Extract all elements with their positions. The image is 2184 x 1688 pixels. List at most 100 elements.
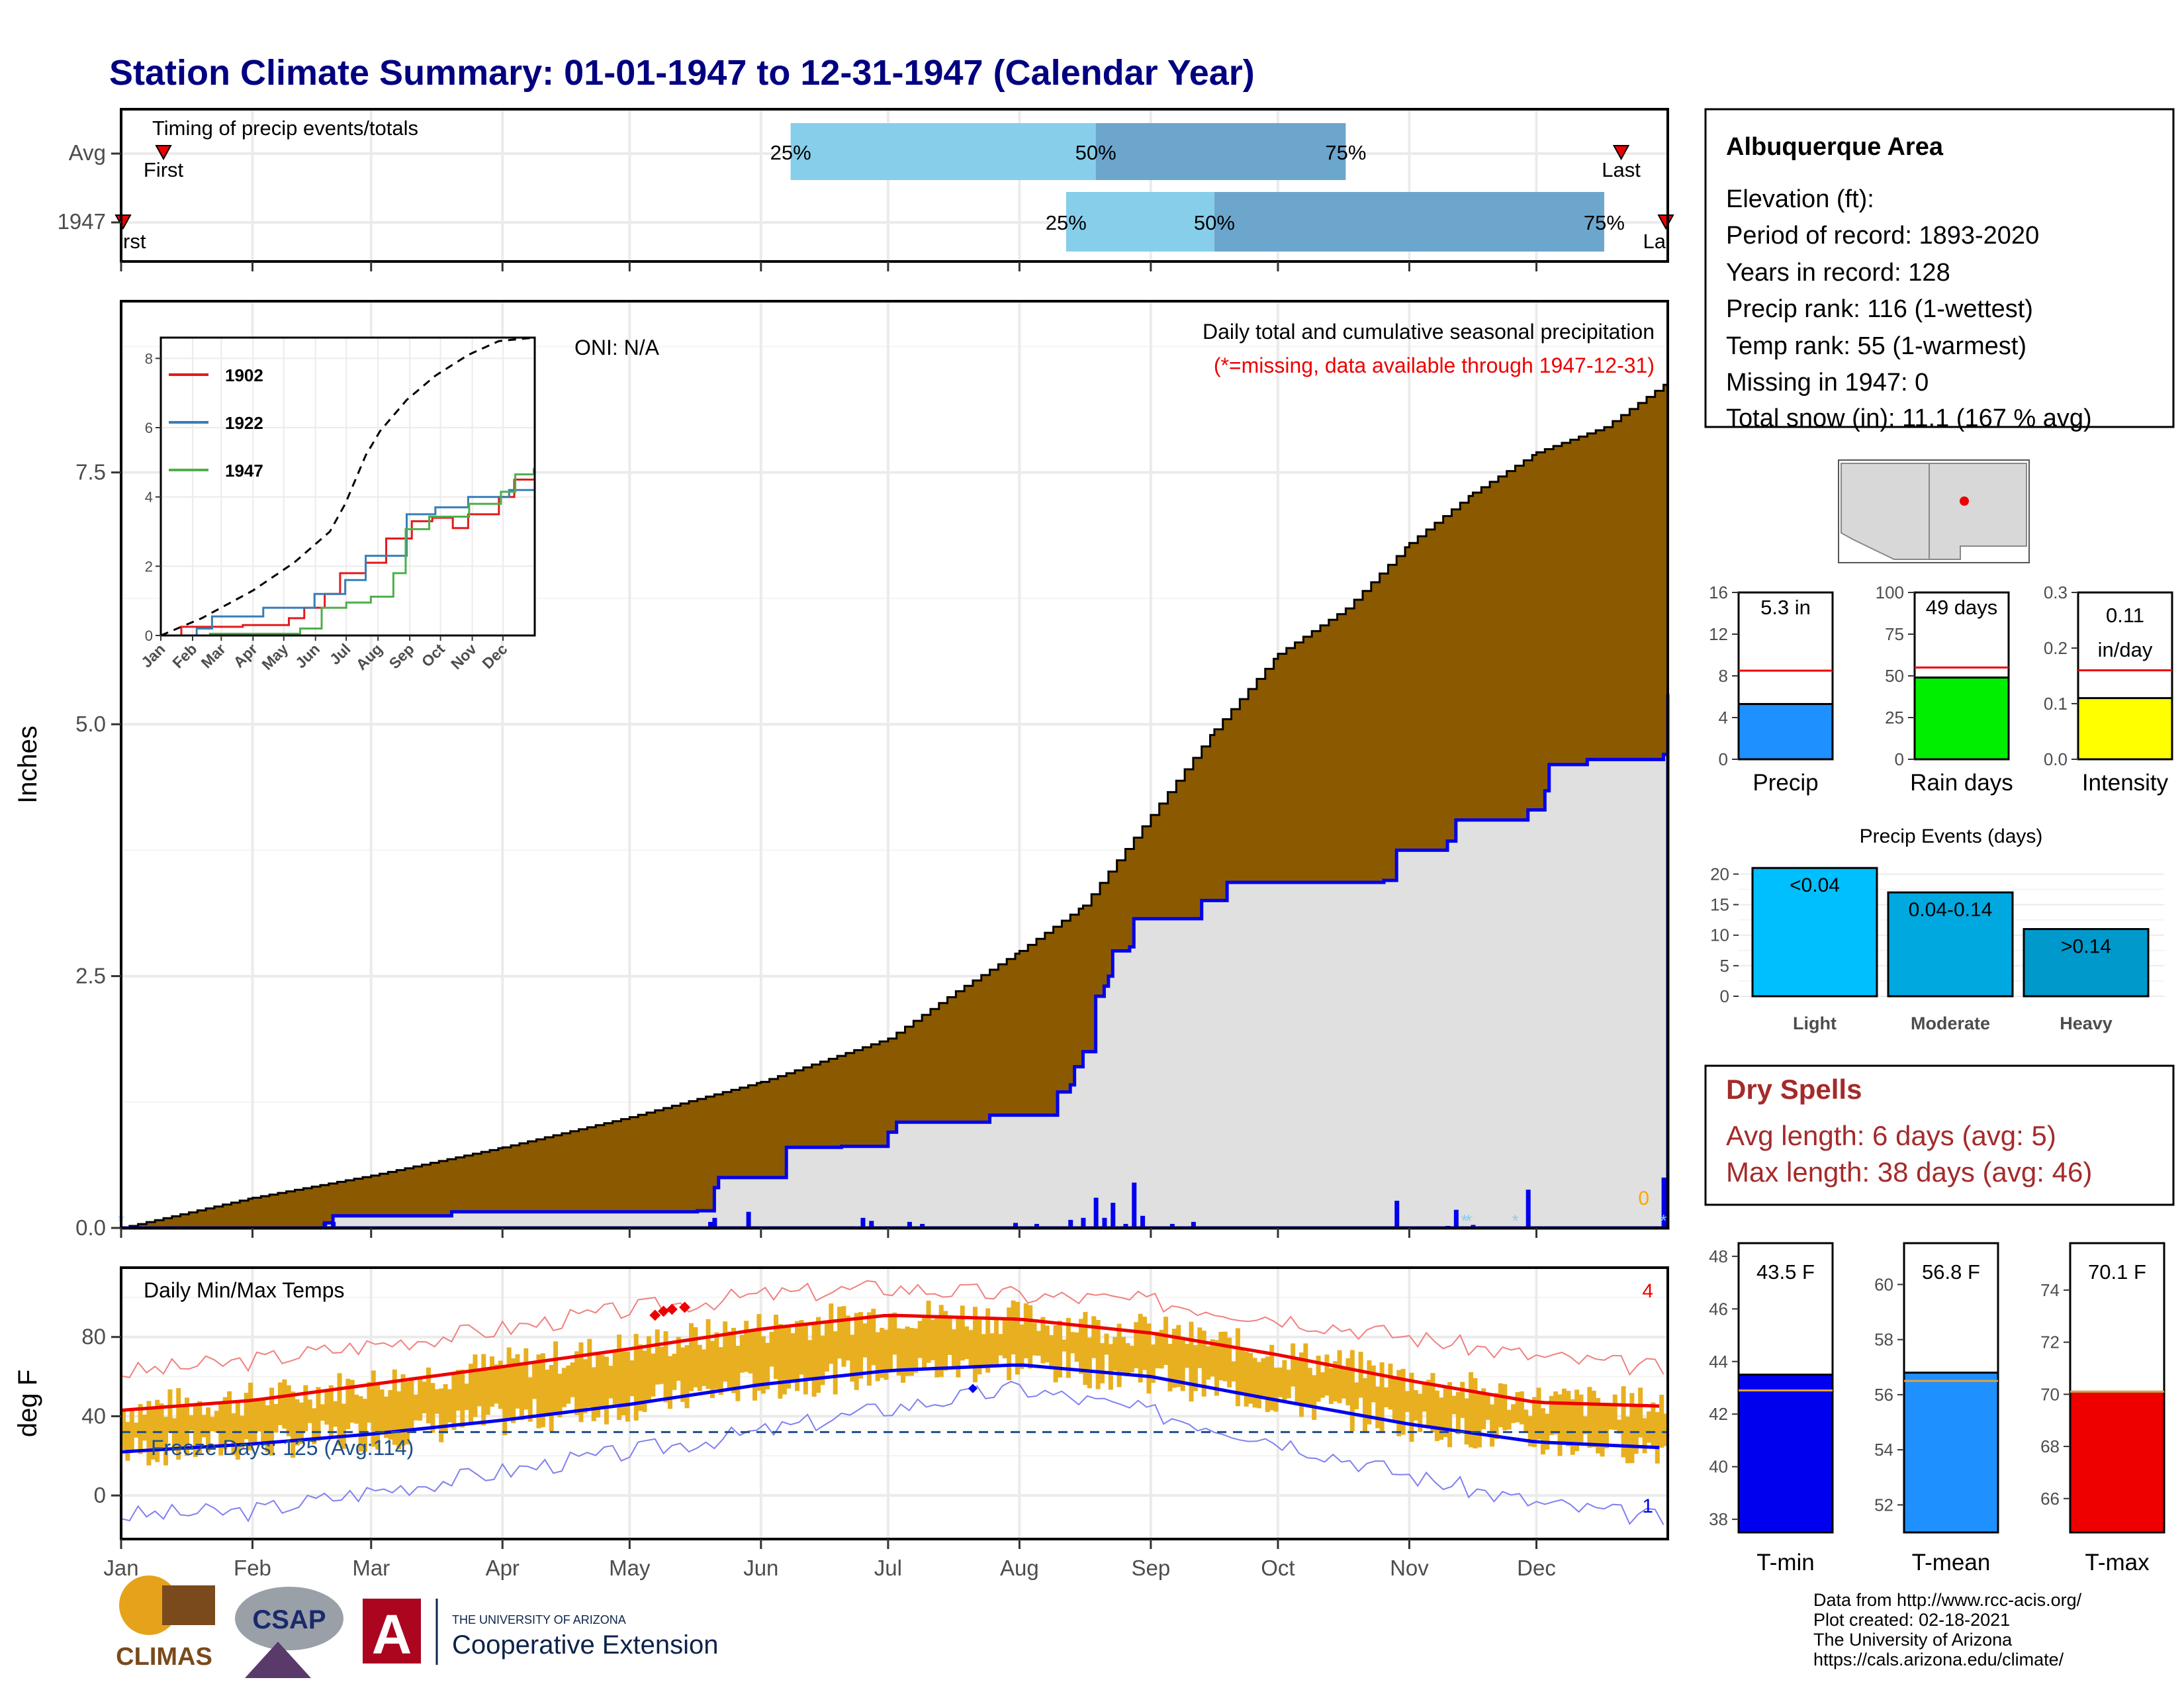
temp-day-bar-296 [1375, 1386, 1381, 1429]
temp-day-bar-337 [1549, 1395, 1554, 1435]
temp-day-bar-71 [422, 1382, 427, 1414]
timing-avg-bar-50-75 [1095, 123, 1346, 180]
temp-day-bar-256 [1206, 1346, 1211, 1380]
temp-day-bar-322 [1485, 1394, 1490, 1420]
month-axis: Jan Feb Mar Apr May Jun Jul Aug Sep Oct Nov Dec [103, 1539, 1556, 1580]
temp-ytick-label-0: 0 [94, 1483, 106, 1507]
tgauge-name-0: T-min [1756, 1550, 1815, 1575]
temp-day-bar-160 [799, 1320, 804, 1375]
temp-day-bar-288 [1341, 1369, 1346, 1399]
temp-day-bar-237 [1125, 1342, 1130, 1375]
freeze-days-label: Freeze Days: 125 (Avg:114) [151, 1436, 414, 1460]
temp-day-bar-77 [447, 1389, 453, 1423]
temp-day-bar-119 [625, 1351, 630, 1422]
climas-logo: CLIMAS [116, 1575, 215, 1671]
temp-day-bar-327 [1506, 1409, 1512, 1430]
temp-day-bar-274 [1282, 1360, 1287, 1401]
events-ytick-label-3: 15 [1710, 895, 1729, 915]
temp-day-bar-289 [1345, 1358, 1351, 1405]
year-cumulative-area [121, 694, 1670, 1230]
temp-day-bar-330 [1519, 1391, 1524, 1425]
gauge-value-0: 5.3 in [1760, 596, 1811, 619]
temp-day-bar-180 [884, 1329, 889, 1380]
temp-day-bar-84 [477, 1370, 482, 1407]
temp-day-bar-262 [1231, 1361, 1236, 1382]
temp-day-bar-22 [214, 1411, 219, 1433]
precip-ytick-label-0: 0.0 [75, 1215, 106, 1240]
temp-day-bar-176 [866, 1312, 872, 1386]
temp-day-bar-290 [1349, 1350, 1355, 1431]
station-elevation: Elevation (ft): [1726, 185, 1874, 213]
tgauge-value-0: 43.5 F [1756, 1260, 1815, 1284]
ua-logo-block [363, 1599, 421, 1664]
timing-panel-frame [120, 108, 1669, 263]
temp-day-bar-48 [324, 1390, 330, 1425]
daily-bar-19 [1169, 1223, 1175, 1228]
temp-day-bar-350 [1604, 1403, 1609, 1448]
temp-day-bar-57 [362, 1399, 367, 1452]
events-title: Precip Events (days) [1860, 825, 2043, 847]
temp-normal-lines [120, 1280, 1668, 1526]
temp-day-bar-54 [349, 1380, 355, 1423]
temp-day-bar-107 [574, 1351, 580, 1415]
temp-day-bar-190 [926, 1300, 931, 1363]
temp-day-bar-202 [977, 1319, 982, 1375]
temp-day-bar-264 [1240, 1347, 1245, 1395]
temp-day-bar-211 [1015, 1301, 1020, 1375]
gauge-0-tick-label-4: 16 [1709, 583, 1728, 602]
temp-day-bar-90 [502, 1367, 508, 1436]
temp-day-bar-345 [1582, 1416, 1588, 1434]
temp-day-bar-292 [1358, 1352, 1363, 1398]
temp-day-bar-31 [252, 1401, 257, 1444]
legend-label-1922: 1922 [225, 413, 263, 433]
temp-day-bar-148 [748, 1331, 753, 1374]
snow-marker-1: * [1461, 1211, 1468, 1231]
daily-bar-20 [1191, 1221, 1196, 1228]
temp-day-bar-363 [1659, 1395, 1664, 1448]
temp-day-bar-240 [1138, 1313, 1143, 1383]
daily-bar-13 [1093, 1197, 1099, 1228]
temp-day-bar-307 [1422, 1383, 1427, 1412]
temp-day-bar-241 [1142, 1317, 1148, 1370]
temp-day-bar-30 [248, 1382, 253, 1451]
temp-day-bar-331 [1524, 1409, 1529, 1431]
temp-day-bar-19 [201, 1415, 206, 1438]
temp-day-bar-219 [1049, 1335, 1054, 1370]
missing-note: (*=missing, data available through 1947-… [1214, 353, 1655, 377]
station-missing: Missing in 1947: 0 [1726, 369, 1929, 397]
gauge-1-tick-label-4: 100 [1876, 583, 1904, 602]
temp-day-bar-229 [1091, 1316, 1097, 1358]
temp-day-bar-205 [989, 1333, 995, 1366]
temp-day-bar-129 [667, 1356, 672, 1409]
precip-gauges: 0 4 8 12 16 5.3 in Precip 0 25 50 75 100 49 days Rain… [1709, 583, 2173, 796]
temp-day-bar-147 [744, 1321, 749, 1372]
temp-day-bar-220 [1053, 1325, 1058, 1383]
temp-day-bar-177 [871, 1309, 876, 1366]
temp-day-bar-42 [298, 1402, 304, 1444]
temp-day-bar-189 [922, 1315, 927, 1369]
temp-day-bar-238 [1129, 1346, 1134, 1373]
temp-day-bar-362 [1655, 1412, 1660, 1464]
credit-url: https://cals.arizona.edu/climate/ [1813, 1650, 2064, 1669]
temp-day-bar-116 [612, 1350, 617, 1405]
temp-day-bar-58 [367, 1382, 372, 1423]
dry-spells-frame [1704, 1064, 2175, 1206]
temp-day-bar-242 [1146, 1323, 1152, 1394]
temp-day-bar-98 [536, 1354, 541, 1429]
temp-day-bar-201 [972, 1307, 978, 1383]
temp-day-bar-142 [723, 1321, 728, 1382]
temp-day-bar-131 [676, 1336, 681, 1381]
inset-ytick-label-1: 2 [145, 558, 153, 575]
temp-day-bar-110 [587, 1338, 592, 1407]
temp-day-bar-1 [125, 1422, 130, 1461]
tgauge-0-tick-label-1: 40 [1709, 1457, 1728, 1477]
temp-day-bar-192 [934, 1316, 940, 1378]
temp-day-bar-271 [1269, 1344, 1275, 1411]
temp-ytick-label-1: 40 [81, 1403, 106, 1428]
temp-day-bar-193 [938, 1305, 944, 1378]
temp-day-bar-318 [1469, 1372, 1474, 1448]
temp-day-bar-86 [485, 1367, 490, 1415]
inset-ytick-label-3: 6 [145, 420, 153, 436]
temp-day-bar-157 [786, 1325, 792, 1389]
daily-bar-14 [1102, 1217, 1107, 1228]
